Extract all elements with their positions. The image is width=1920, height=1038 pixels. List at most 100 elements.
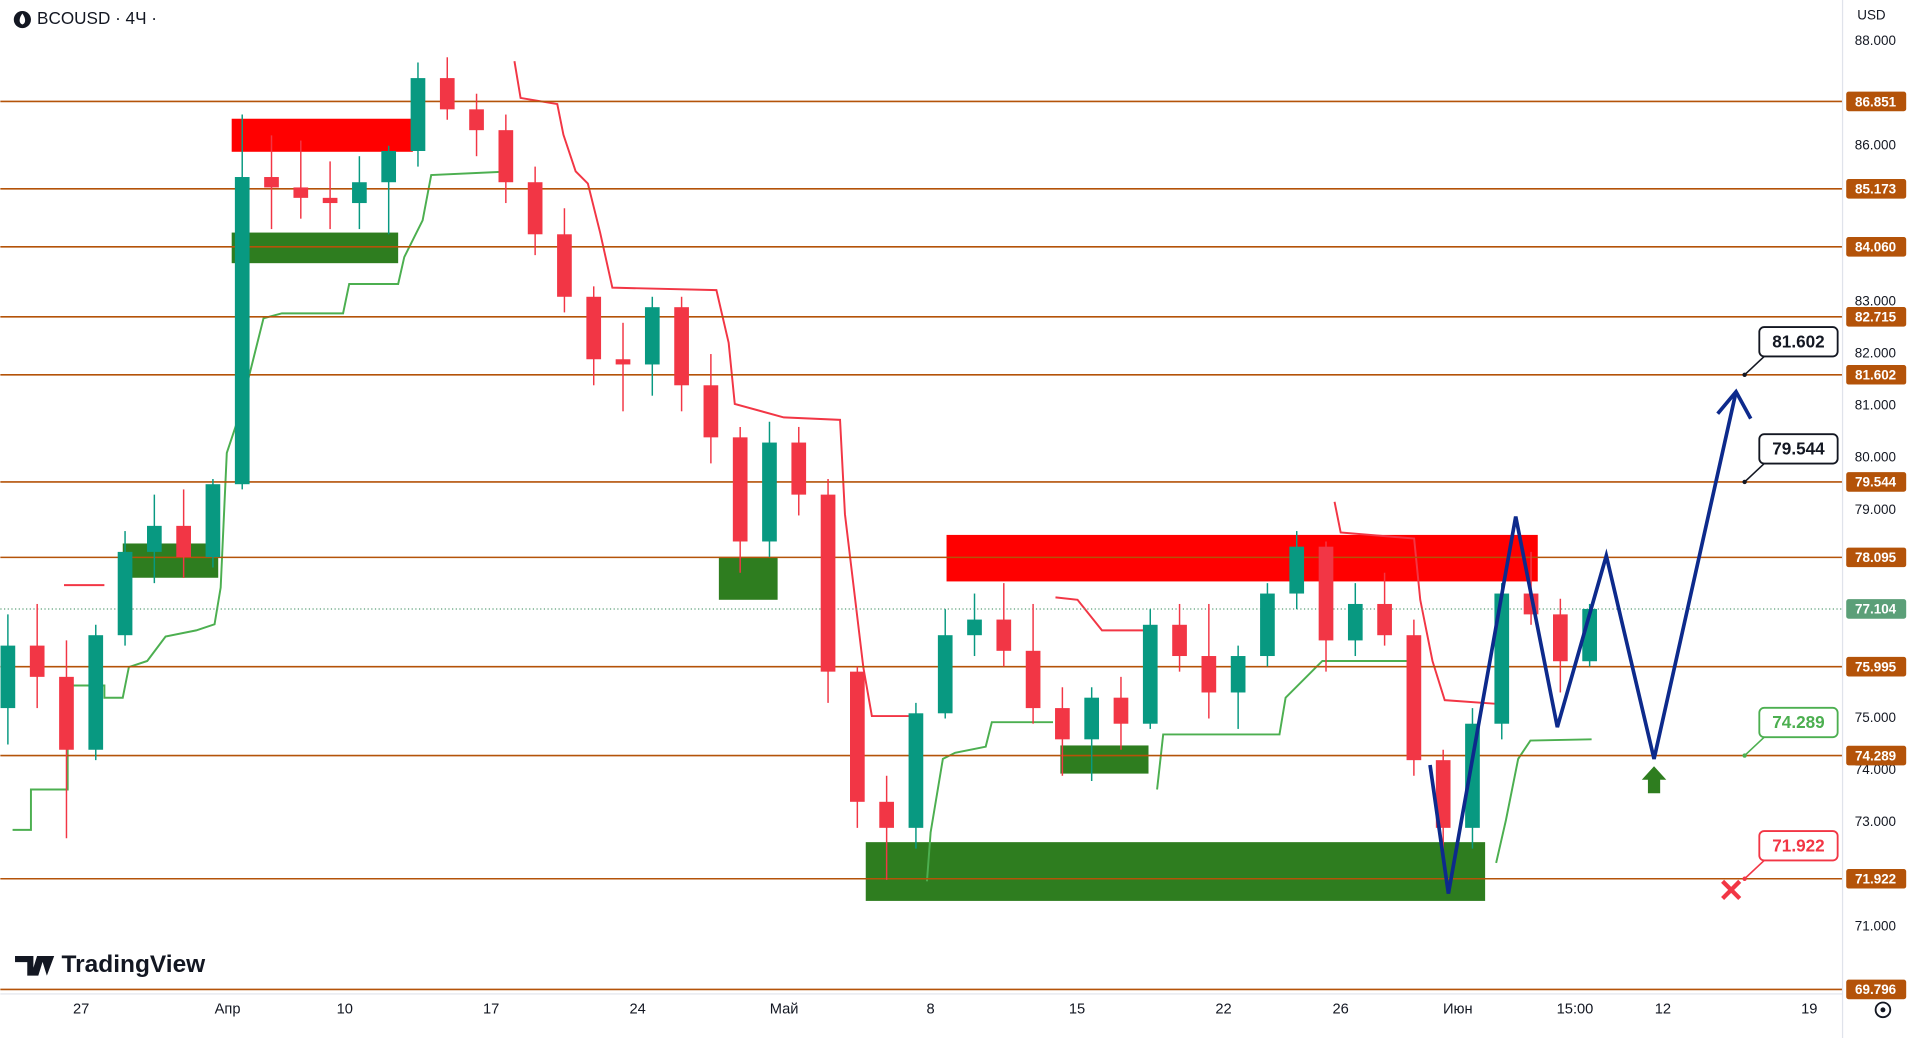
x-tick-label: 22 xyxy=(1215,1002,1231,1018)
level-label-box xyxy=(1846,745,1907,766)
candle-body xyxy=(146,525,162,552)
candle-body xyxy=(820,494,836,672)
x-tick-label: Июн xyxy=(1443,1002,1473,1018)
supertrend-down xyxy=(1333,501,1497,705)
last-price-label: 77.104 xyxy=(1855,602,1897,617)
callout-label: 79.544 xyxy=(1772,439,1825,459)
candle-body xyxy=(29,645,45,677)
level-label: 78.095 xyxy=(1855,550,1897,565)
candle-body xyxy=(1406,635,1422,761)
callout-tail xyxy=(1744,462,1765,483)
candle-body xyxy=(381,150,397,183)
level-label-box xyxy=(1846,979,1907,1000)
y-tick-label: 83.000 xyxy=(1855,294,1896,309)
candle-body xyxy=(1230,656,1246,693)
candle-body xyxy=(1025,650,1041,709)
candle-body xyxy=(850,671,865,802)
y-tick-label: 80.000 xyxy=(1855,450,1896,465)
y-tick-label: 74.000 xyxy=(1855,762,1896,777)
stop-cross xyxy=(1721,879,1742,900)
candle-body xyxy=(293,187,309,198)
candle-body xyxy=(1142,624,1158,724)
candle-body xyxy=(732,437,748,542)
level-label-box xyxy=(1846,179,1907,199)
brand-icon xyxy=(15,955,55,976)
candle-body xyxy=(176,525,191,558)
brand-name: TradingView xyxy=(62,951,207,978)
candle-body xyxy=(967,619,982,636)
candle-body xyxy=(88,635,104,750)
candle-body xyxy=(615,359,631,365)
x-tick-label: 10 xyxy=(337,1002,353,1018)
x-tick-label: 27 xyxy=(73,1002,89,1018)
candle-body xyxy=(703,385,719,438)
level-label: 86.851 xyxy=(1855,94,1897,109)
level-label-box xyxy=(1846,236,1907,257)
level-label-box xyxy=(1846,868,1907,889)
level-label: 81.602 xyxy=(1855,368,1896,383)
candle-body xyxy=(1260,593,1275,657)
symbol-title[interactable]: BCOUSD · 4Ч · xyxy=(37,8,157,28)
level-label-box xyxy=(1846,656,1907,677)
candle-body xyxy=(762,442,777,542)
supertrend-up xyxy=(1156,660,1421,790)
level-label: 75.995 xyxy=(1855,659,1897,674)
candle-body xyxy=(322,197,338,204)
candle-body xyxy=(1201,656,1217,693)
level-label: 82.715 xyxy=(1855,310,1897,325)
demand-zone xyxy=(718,556,778,600)
currency[interactable]: USD xyxy=(1857,7,1886,22)
settings-icon-center xyxy=(1880,1007,1886,1013)
y-tick-label: 81.000 xyxy=(1855,398,1896,413)
candle-body xyxy=(586,296,602,360)
callout-point xyxy=(1742,876,1747,881)
callout-box xyxy=(1758,706,1839,739)
demand-zone xyxy=(231,232,399,264)
callout-point xyxy=(1742,753,1747,758)
callout-tail xyxy=(1744,736,1765,757)
x-tick-label: Май xyxy=(770,1002,799,1018)
candle-body xyxy=(1465,723,1480,828)
last-price-box xyxy=(1846,599,1907,619)
zones xyxy=(122,118,1538,901)
candle-body xyxy=(234,177,250,485)
y-tick-label: 71.000 xyxy=(1855,918,1896,933)
y-tick-label: 73.000 xyxy=(1855,814,1896,829)
level-label: 79.544 xyxy=(1855,475,1897,490)
callout-tail xyxy=(1744,355,1765,376)
callout-label: 74.289 xyxy=(1772,712,1824,732)
buy-arrow xyxy=(1641,766,1667,794)
x-tick-label: 12 xyxy=(1655,1002,1671,1018)
candle-body xyxy=(1084,697,1100,740)
brand-logo: TradingView xyxy=(15,951,206,978)
callout-label: 81.602 xyxy=(1772,331,1824,351)
callout-label: 71.922 xyxy=(1772,835,1824,855)
candle-body xyxy=(439,78,455,110)
demand-zone xyxy=(1060,745,1149,774)
candle-body xyxy=(644,307,660,365)
candle-body xyxy=(1055,708,1070,740)
candle-body xyxy=(879,801,894,828)
level-label-box xyxy=(1846,91,1907,112)
candle-body xyxy=(1172,624,1187,657)
candle-body xyxy=(1553,614,1568,662)
settings-icon[interactable] xyxy=(1874,1001,1892,1019)
projection-arrow xyxy=(1716,388,1753,420)
callout-point xyxy=(1742,372,1747,377)
y-tick-label: 75.000 xyxy=(1855,710,1896,725)
axes: 88.000 86.000 83.000 82.000 81.000 80.000 79.0… xyxy=(73,33,1907,1018)
projection-path xyxy=(1428,391,1738,894)
candle-body xyxy=(205,484,221,558)
demand-zone xyxy=(865,842,1486,901)
level-label-box xyxy=(1846,547,1907,568)
x-tick-label: 8 xyxy=(926,1002,934,1018)
callout-point xyxy=(1742,479,1747,485)
callout-box xyxy=(1758,433,1839,465)
y-tick-label: 86.000 xyxy=(1855,137,1896,152)
callouts: 81.602 79.544 74.289 71.922 xyxy=(1742,326,1839,881)
callout-box xyxy=(1758,326,1839,358)
candle-body xyxy=(1318,546,1334,641)
candle-body xyxy=(410,78,426,151)
candle-body xyxy=(908,713,924,828)
